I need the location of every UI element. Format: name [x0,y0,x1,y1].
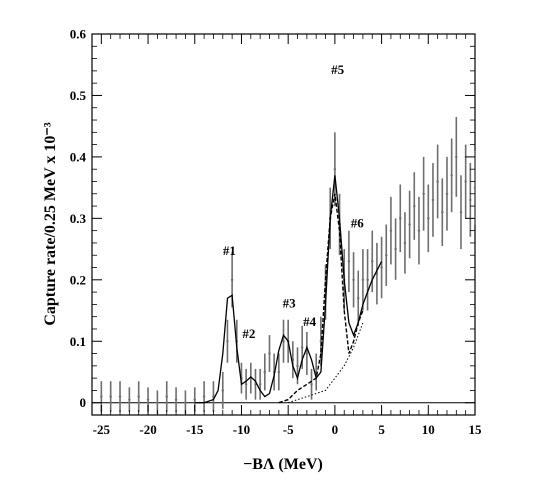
y-tick-label: 0.6 [70,27,87,42]
y-axis-title: Capture rate/0.25 MeV x 10⁻³ [42,122,59,325]
y-tick-label: 0 [80,395,87,410]
x-tick-label: -10 [233,422,250,437]
y-tick-label: 0.4 [70,149,87,164]
peak-label: #5 [331,62,345,77]
y-tick-label: 0.5 [70,88,87,103]
y-tick-label: 0.3 [70,211,87,226]
x-tick-label: -20 [139,422,156,437]
x-tick-label: 15 [469,422,483,437]
histogram-layer [100,116,476,415]
peak-label: #2 [242,326,255,341]
y-tick-label: 0.2 [70,272,86,287]
peak-label: #1 [223,243,236,258]
x-tick-label: -25 [93,422,111,437]
x-tick-label: 5 [378,422,385,437]
peak-label: #3 [283,295,297,310]
x-tick-label: 0 [332,422,339,437]
fit-curve-dashed [278,193,364,404]
x-axis-title: −BΛ (MeV) [243,456,323,473]
x-tick-layer: -25 -20 -15 -10 -5 0 5 10 15 [91,34,483,437]
x-tick-label: -15 [186,422,204,437]
fit-curve-dotted [288,322,364,404]
peak-label: #4 [303,314,317,329]
fit-layer [194,175,383,404]
annotation-layer: #1 #2 #3 #4 #5 #6 [223,62,364,341]
peak-label: #6 [351,216,365,231]
y-tick-label: 0.1 [70,334,86,349]
x-tick-label: 10 [422,422,435,437]
y-tick-layer: 0 0.1 0.2 0.3 0.4 0.5 0.6 [70,27,475,410]
fit-curve-solid [194,175,383,404]
x-tick-label: -5 [283,422,294,437]
